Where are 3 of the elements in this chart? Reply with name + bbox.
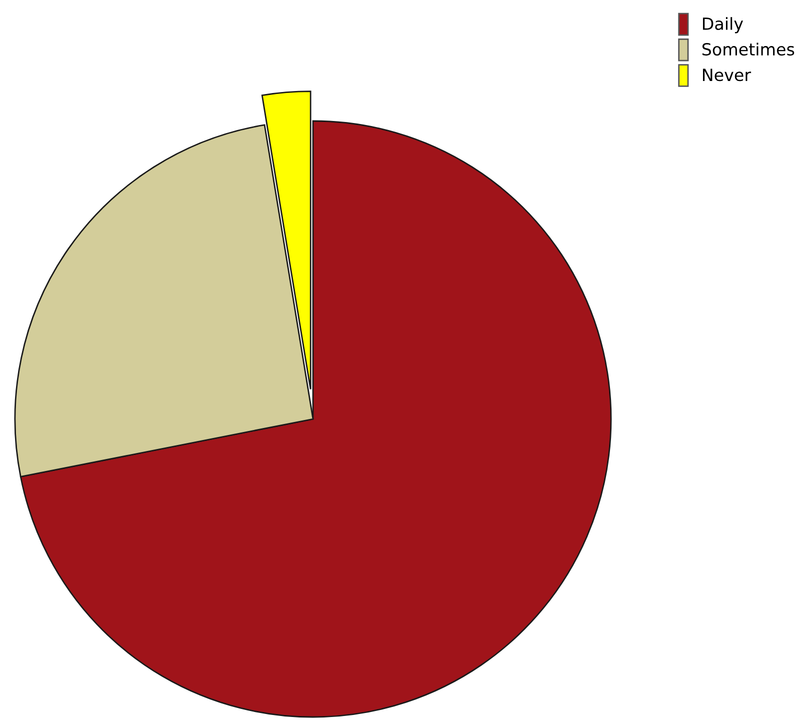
legend-label: Never xyxy=(702,68,752,82)
legend-label: Daily xyxy=(702,17,744,34)
legend-label: Sometimes xyxy=(702,42,794,56)
